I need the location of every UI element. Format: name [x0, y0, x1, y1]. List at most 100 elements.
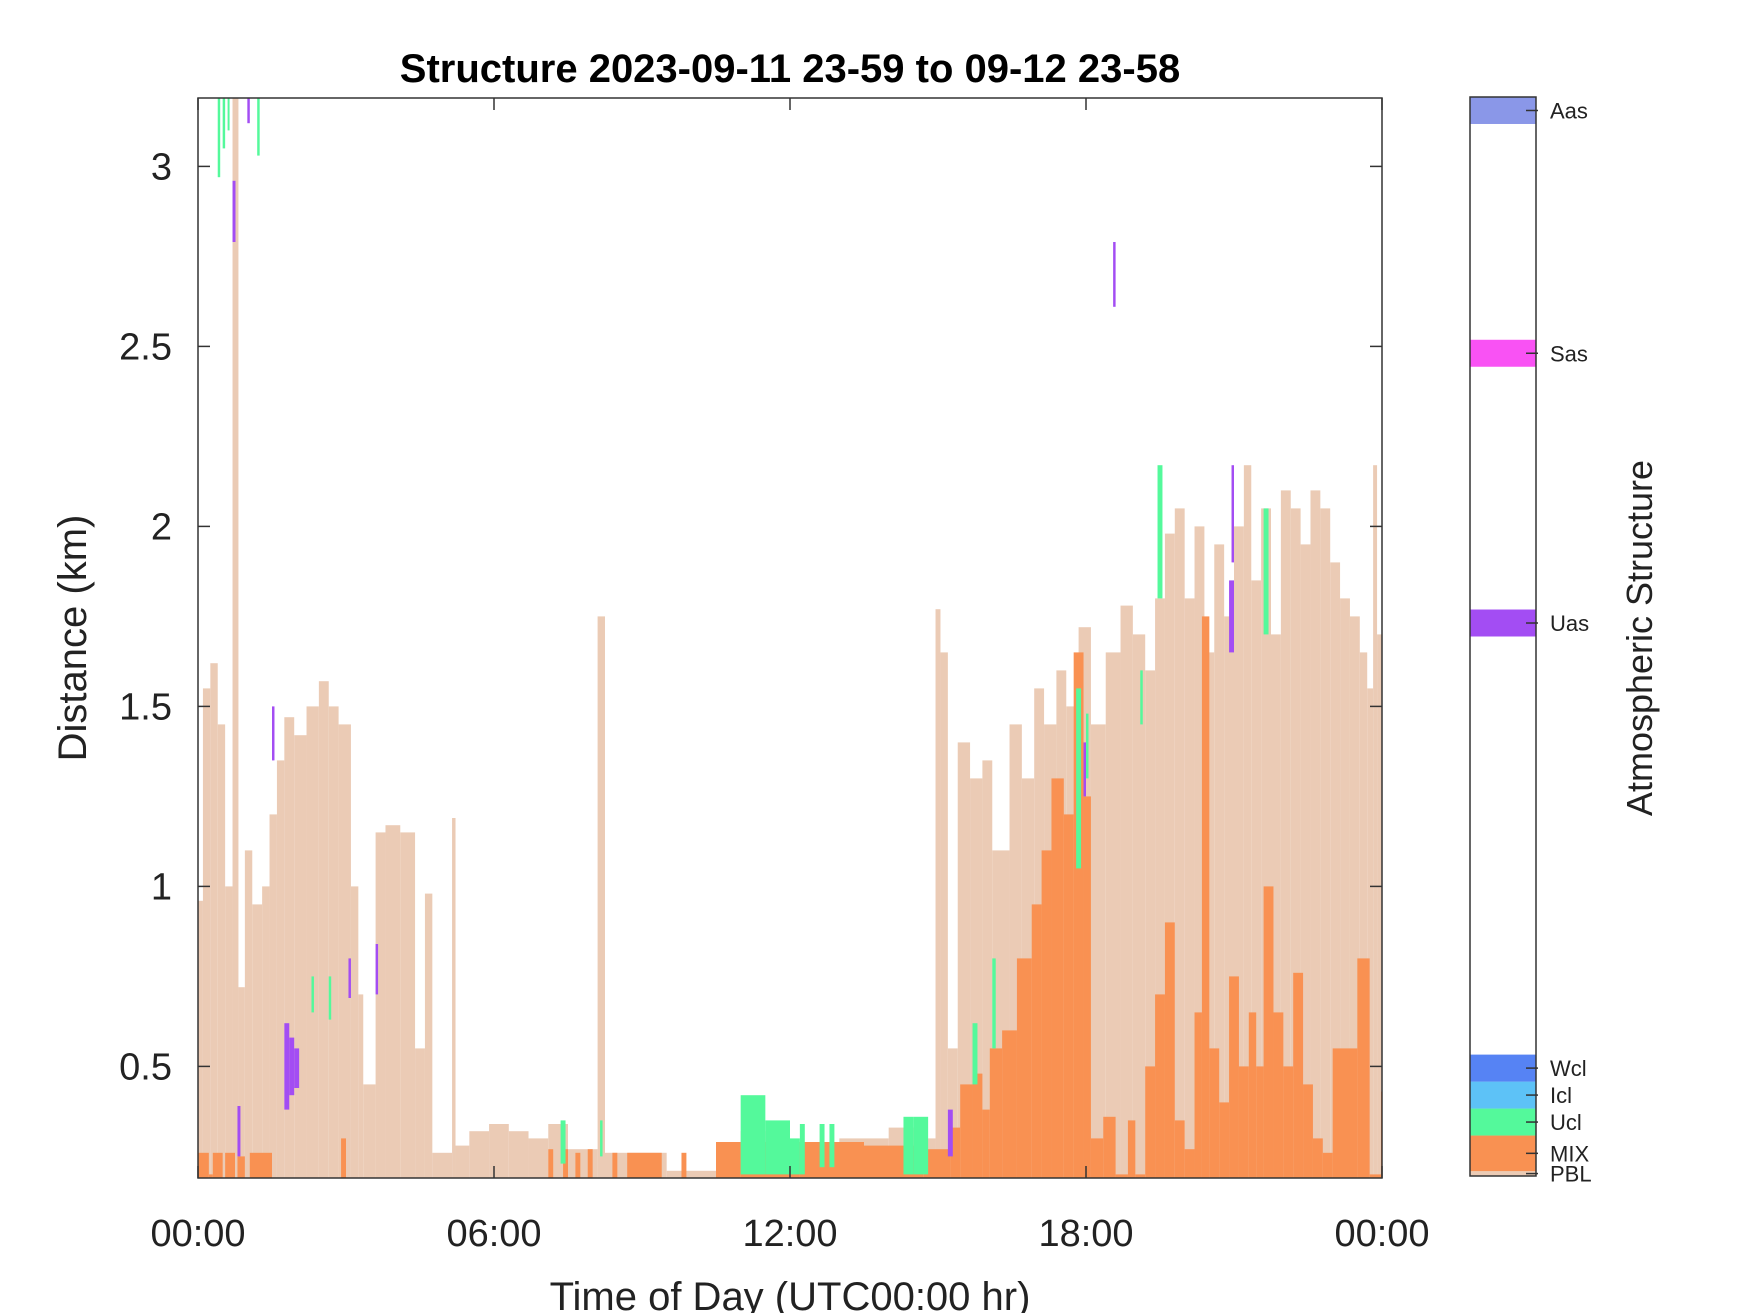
layer-pbl-segment: [1214, 544, 1225, 1178]
layer-mix-segment: [548, 1149, 554, 1178]
layer-uas-segment: [348, 958, 351, 998]
layer-mix-segment: [716, 1142, 741, 1178]
layer-mix-segment: [563, 1149, 568, 1178]
layer-uas-segment: [247, 98, 250, 124]
chart-title: Structure 2023-09-11 23-59 to 09-12 23-5…: [400, 47, 1180, 91]
plot-area: 00:00 06:00 12:00 18:00 00:00 0.5 1 1.5 2 2.5 3: [119, 97, 1430, 1255]
colorbar-band-aas: [1470, 97, 1536, 124]
layer-pbl-segment: [1320, 508, 1331, 1178]
layer-pbl-segment: [198, 900, 203, 1178]
layer-pbl-segment: [528, 1138, 549, 1178]
layer-ucl-segment: [992, 958, 996, 1049]
layer-pbl-segment: [1234, 526, 1244, 1178]
layer-mix-segment: [950, 1127, 961, 1178]
layer-pbl-segment: [350, 886, 359, 1178]
colorbar-tick-label: Wcl: [1550, 1056, 1587, 1081]
layer-mix-segment: [1312, 1138, 1323, 1178]
layer-pbl-segment: [1330, 562, 1341, 1178]
layer-pbl-segment: [1204, 652, 1215, 1178]
layer-uas-segment: [272, 706, 275, 761]
layer-pbl-segment: [1300, 544, 1311, 1178]
layer-pbl-segment: [358, 994, 364, 1178]
layer-pbl-segment: [276, 760, 285, 1178]
layer-mix-segment: [575, 1152, 581, 1178]
layer-mix-segment: [1164, 922, 1175, 1178]
y-tick-label: 1.5: [119, 686, 172, 728]
x-axis-label: Time of Day (UTC00:00 hr): [550, 1275, 1031, 1313]
colorbar-label: Atmospheric Structure: [1619, 460, 1660, 816]
layer-uas-segment: [1229, 580, 1234, 653]
layer-pbl-segment: [1290, 508, 1301, 1178]
layer-ucl-segment: [972, 1023, 978, 1085]
layer-mix-segment: [1002, 1030, 1017, 1178]
layer-ucl-segment: [829, 1124, 835, 1168]
layer-mix-segment: [1135, 1174, 1146, 1178]
layer-mix-segment: [1115, 1174, 1128, 1178]
layer-mix-segment: [1174, 1120, 1185, 1178]
layer-pbl-segment: [1224, 616, 1234, 1178]
layer-pbl-segment: [1155, 598, 1165, 1178]
layer-uas-segment: [375, 944, 379, 995]
layer-mix-segment: [1263, 886, 1274, 1178]
y-tick-label: 2: [151, 506, 172, 548]
layer-pbl-segment: [385, 825, 401, 1178]
layer-pbl-segment: [1120, 605, 1133, 1178]
layer-uas-segment: [294, 1048, 300, 1088]
layer-ucl-segment: [1157, 465, 1163, 599]
layer-pbl-segment: [338, 724, 351, 1178]
layer-pbl-segment: [424, 893, 433, 1178]
x-tick-label: 06:00: [446, 1213, 541, 1255]
layer-pbl-segment: [400, 832, 416, 1178]
layer-mix-segment: [1051, 778, 1064, 1178]
layer-mix-segment: [249, 1152, 272, 1178]
layer-pbl-segment: [1184, 598, 1195, 1178]
layer-mix-segment: [1063, 814, 1074, 1178]
layer-mix-segment: [1256, 1066, 1264, 1178]
layer-mix-segment: [1145, 1066, 1156, 1178]
layer-pbl-segment: [469, 1131, 490, 1178]
layer-pbl-segment: [666, 1170, 716, 1178]
layer-mix-segment: [1248, 1012, 1257, 1178]
layer-mix-segment: [1273, 1012, 1284, 1178]
layer-mix-segment: [989, 1048, 1003, 1178]
colorbar-band-pbl: [1470, 1171, 1536, 1176]
layer-mix-segment: [982, 1109, 990, 1178]
layer-mix-segment: [1345, 1048, 1358, 1178]
layer-mix-segment: [1209, 1048, 1220, 1178]
layer-pbl-segment: [982, 760, 993, 1178]
layer-pbl-segment: [1090, 724, 1106, 1178]
layer-pbl-segment: [1367, 688, 1374, 1178]
layer-ucl-segment: [913, 1116, 929, 1175]
layer-pbl-segment: [318, 681, 329, 1178]
layer-mix-segment: [212, 1152, 223, 1178]
layer-ucl-segment: [311, 976, 314, 1013]
layer-pbl-segment: [947, 1048, 958, 1178]
layer-ucl-segment: [222, 98, 226, 149]
layer-mix-segment: [1357, 958, 1370, 1178]
layer-mix-segment: [972, 1073, 983, 1178]
layer-pbl-segment: [1373, 465, 1378, 1178]
layer-pbl-segment: [328, 706, 339, 1178]
layer-pbl-segment: [262, 886, 270, 1178]
layer-ucl-segment: [1140, 670, 1143, 725]
layer-mix-segment: [237, 1156, 245, 1178]
layer-mix-segment: [208, 1174, 213, 1178]
layer-uas-segment: [289, 1037, 295, 1096]
layer-pbl-segment: [252, 904, 263, 1178]
layer-pbl-segment: [1194, 526, 1205, 1178]
layer-pbl-segment: [210, 663, 218, 1178]
x-tick-label: 12:00: [742, 1213, 837, 1255]
y-tick-label: 3: [151, 146, 172, 188]
layer-mix-segment: [1194, 1012, 1202, 1178]
layer-pbl-segment: [238, 987, 245, 1178]
layer-pbl-segment: [1271, 634, 1281, 1178]
layer-uas-segment: [1113, 242, 1116, 307]
layer-ucl-segment: [1076, 688, 1082, 869]
layer-uas-segment: [947, 1109, 953, 1157]
colorbar-tick-label: Ucl: [1550, 1110, 1582, 1135]
layer-ucl-segment: [740, 1095, 766, 1175]
layer-pbl-segment: [232, 98, 239, 1178]
layer-mix-segment: [627, 1152, 662, 1178]
